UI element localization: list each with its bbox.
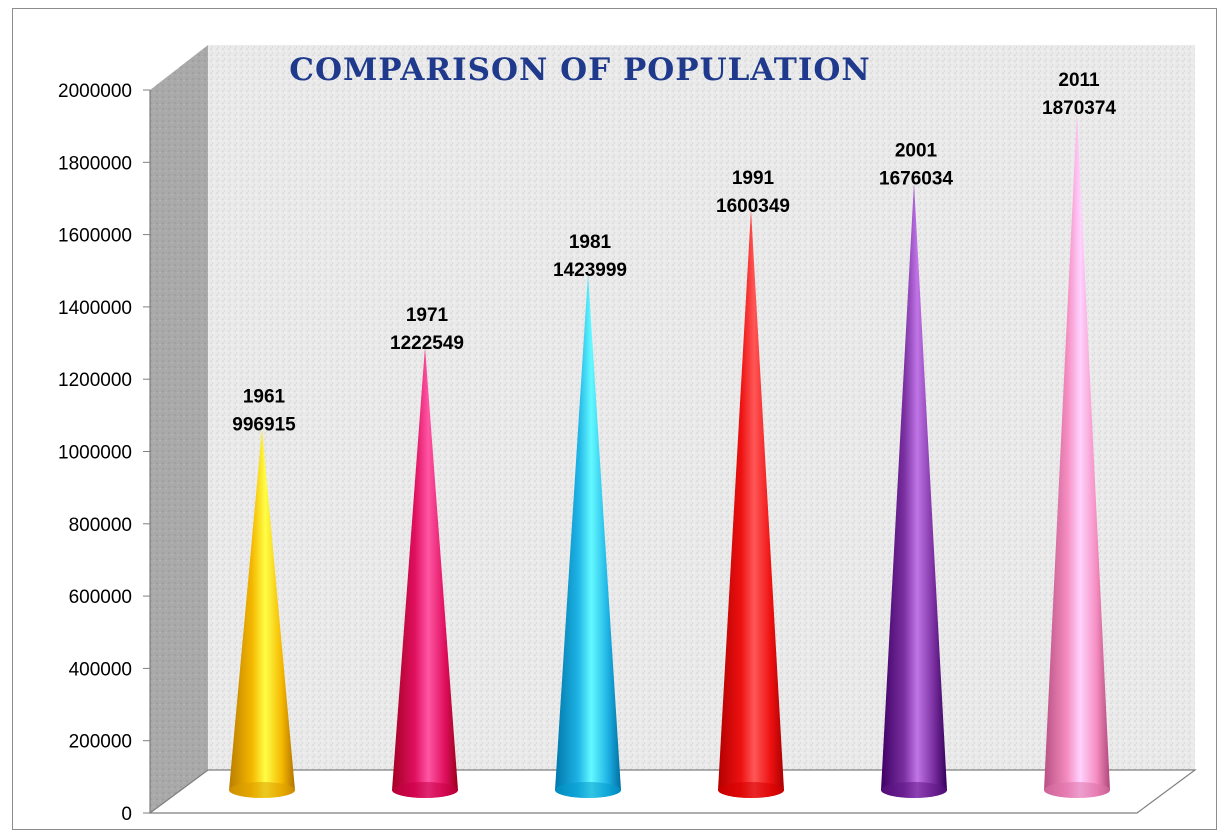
cone-1991 (718, 209, 784, 799)
cone-body (229, 428, 295, 798)
data-label-value: 1222549 (390, 333, 464, 354)
floor (148, 769, 1197, 814)
y-axis: 0 200000 400000 600000 800000 1000000 1200000 1… (58, 81, 150, 825)
data-label-value: 1423999 (553, 260, 627, 281)
data-label-value: 996915 (232, 415, 296, 436)
y-tick-label: 1200000 (58, 370, 132, 391)
cone-base (718, 782, 784, 798)
cone-1971 (392, 346, 458, 798)
data-label-year: 2011 (1058, 70, 1100, 91)
cone-body (718, 209, 784, 799)
y-tick-label: 600000 (69, 587, 132, 608)
y-tick-label: 1800000 (58, 153, 132, 174)
data-label-year: 1961 (243, 387, 286, 408)
data-label-value: 1600349 (716, 196, 790, 217)
data-labels: 1961 996915 1971 1222549 1981 1423999 1991 1600… (232, 70, 1116, 436)
cone-1981 (555, 273, 621, 798)
chart-walls (148, 45, 1197, 814)
y-tick-label: 2000000 (58, 81, 132, 102)
data-label-year: 2001 (895, 140, 938, 161)
data-label-value: 1676034 (879, 168, 953, 189)
y-tick-label: 1400000 (58, 298, 132, 319)
data-label-value: 1870374 (1042, 98, 1116, 119)
y-tick-label: 200000 (69, 732, 132, 753)
cone-base (229, 782, 295, 798)
y-tick-label: 1000000 (58, 443, 132, 464)
cone-body (1044, 111, 1110, 798)
y-tick-label: 0 (121, 804, 132, 825)
chart-title: COMPARISON OF POPULATION (289, 52, 870, 88)
cone-2011 (1044, 111, 1110, 798)
data-label-year: 1971 (406, 305, 449, 326)
cone-body (555, 273, 621, 798)
cone-2001 (881, 182, 947, 798)
side-wall (150, 45, 208, 813)
cone-1961 (229, 428, 295, 798)
cone-body (881, 182, 947, 798)
back-wall (208, 45, 1195, 770)
cone-body (392, 346, 458, 798)
cone-base (881, 782, 947, 798)
data-label-year: 1991 (732, 168, 775, 189)
y-tick-label: 1600000 (58, 226, 132, 247)
y-tick-label: 800000 (69, 515, 132, 536)
cone-base (392, 782, 458, 798)
cone-base (555, 782, 621, 798)
cone-base (1044, 782, 1110, 798)
y-tick-label: 400000 (69, 659, 132, 680)
chart-cones (229, 111, 1110, 799)
data-label-year: 1981 (569, 232, 612, 253)
